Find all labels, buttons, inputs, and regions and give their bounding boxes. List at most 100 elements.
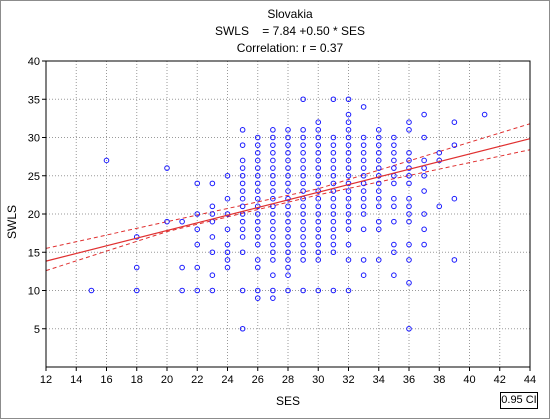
data-point: [270, 157, 276, 164]
data-point: [315, 165, 322, 171]
x-tick-label: 22: [191, 374, 203, 386]
data-point: [285, 264, 291, 271]
data-point: [300, 241, 306, 248]
data-point: [330, 96, 337, 103]
data-point: [300, 150, 306, 156]
data-point: [285, 127, 291, 133]
data-point: [300, 257, 306, 263]
data-point: [375, 203, 382, 210]
data-point: [103, 157, 110, 164]
y-tick-label: 25: [28, 171, 40, 183]
data-point: [209, 203, 216, 210]
data-point: [375, 165, 382, 171]
data-point: [360, 211, 367, 217]
data-point: [254, 142, 261, 148]
data-point: [330, 226, 337, 233]
x-axis-label: SES: [276, 394, 300, 408]
data-point: [270, 241, 276, 248]
data-point: [391, 203, 397, 210]
data-point: [391, 195, 397, 202]
data-point: [285, 195, 291, 202]
data-point: [300, 142, 306, 148]
data-point: [270, 295, 276, 301]
data-point: [345, 142, 352, 148]
data-point: [391, 272, 397, 279]
data-point: [330, 172, 337, 179]
x-tick-label: 20: [161, 374, 173, 386]
data-point: [315, 134, 322, 141]
data-point: [254, 172, 261, 179]
data-point: [239, 165, 246, 171]
data-point: [436, 157, 443, 164]
data-point: [270, 257, 276, 263]
data-point: [315, 241, 322, 248]
data-point: [270, 150, 276, 156]
data-point: [315, 180, 322, 187]
data-point: [391, 157, 397, 164]
data-point: [270, 234, 276, 240]
data-point: [345, 287, 352, 294]
x-tick-label: 36: [403, 374, 415, 386]
data-point: [179, 218, 185, 225]
data-point: [270, 226, 276, 233]
data-point: [421, 172, 427, 179]
x-tick-label: 18: [131, 374, 143, 386]
data-point: [224, 257, 231, 263]
data-point: [254, 234, 261, 240]
data-point: [315, 257, 322, 263]
data-point: [330, 218, 337, 225]
data-points: [88, 96, 488, 332]
data-point: [209, 272, 216, 279]
data-point: [285, 226, 291, 233]
data-point: [300, 234, 306, 240]
data-point: [436, 203, 443, 210]
data-point: [345, 127, 352, 133]
data-point: [345, 226, 352, 233]
x-tick-label: 34: [373, 374, 385, 386]
y-tick-label: 30: [28, 133, 40, 145]
data-point: [254, 287, 261, 294]
y-tick-label: 35: [28, 94, 40, 106]
y-tick-label: 15: [28, 247, 40, 259]
data-point: [254, 295, 261, 301]
data-point: [421, 134, 427, 141]
data-point: [300, 172, 306, 179]
x-axis-ticks: 12 14 16 18 20 22 24 26 28 30 32 34 36 38 40 42 44: [40, 367, 536, 386]
data-point: [345, 211, 352, 217]
data-point: [375, 188, 382, 194]
data-point: [133, 234, 140, 240]
data-point: [345, 257, 352, 263]
data-point: [270, 218, 276, 225]
data-point: [421, 111, 427, 118]
data-point: [315, 287, 322, 294]
data-point: [345, 180, 352, 187]
x-tick-label: 38: [433, 374, 445, 386]
data-point: [360, 226, 367, 233]
data-point: [345, 119, 352, 125]
data-point: [345, 203, 352, 210]
data-point: [239, 226, 246, 233]
data-point: [239, 249, 246, 256]
data-point: [375, 226, 382, 233]
data-point: [345, 195, 352, 202]
data-point: [270, 165, 276, 171]
x-tick-label: 30: [312, 374, 324, 386]
data-point: [300, 127, 306, 133]
data-point: [270, 249, 276, 256]
data-point: [375, 157, 382, 164]
grid-lines: [46, 61, 530, 367]
data-point: [421, 188, 427, 194]
data-point: [300, 157, 306, 164]
data-point: [239, 195, 246, 202]
data-point: [360, 165, 367, 171]
chart-title: Slovakia: [267, 7, 313, 21]
data-point: [224, 211, 231, 217]
data-point: [209, 211, 216, 217]
data-point: [270, 134, 276, 141]
data-point: [360, 195, 367, 202]
data-point: [254, 218, 261, 225]
data-point: [421, 241, 427, 248]
y-tick-label: 20: [28, 209, 40, 221]
data-point: [406, 218, 412, 225]
data-point: [179, 287, 185, 294]
